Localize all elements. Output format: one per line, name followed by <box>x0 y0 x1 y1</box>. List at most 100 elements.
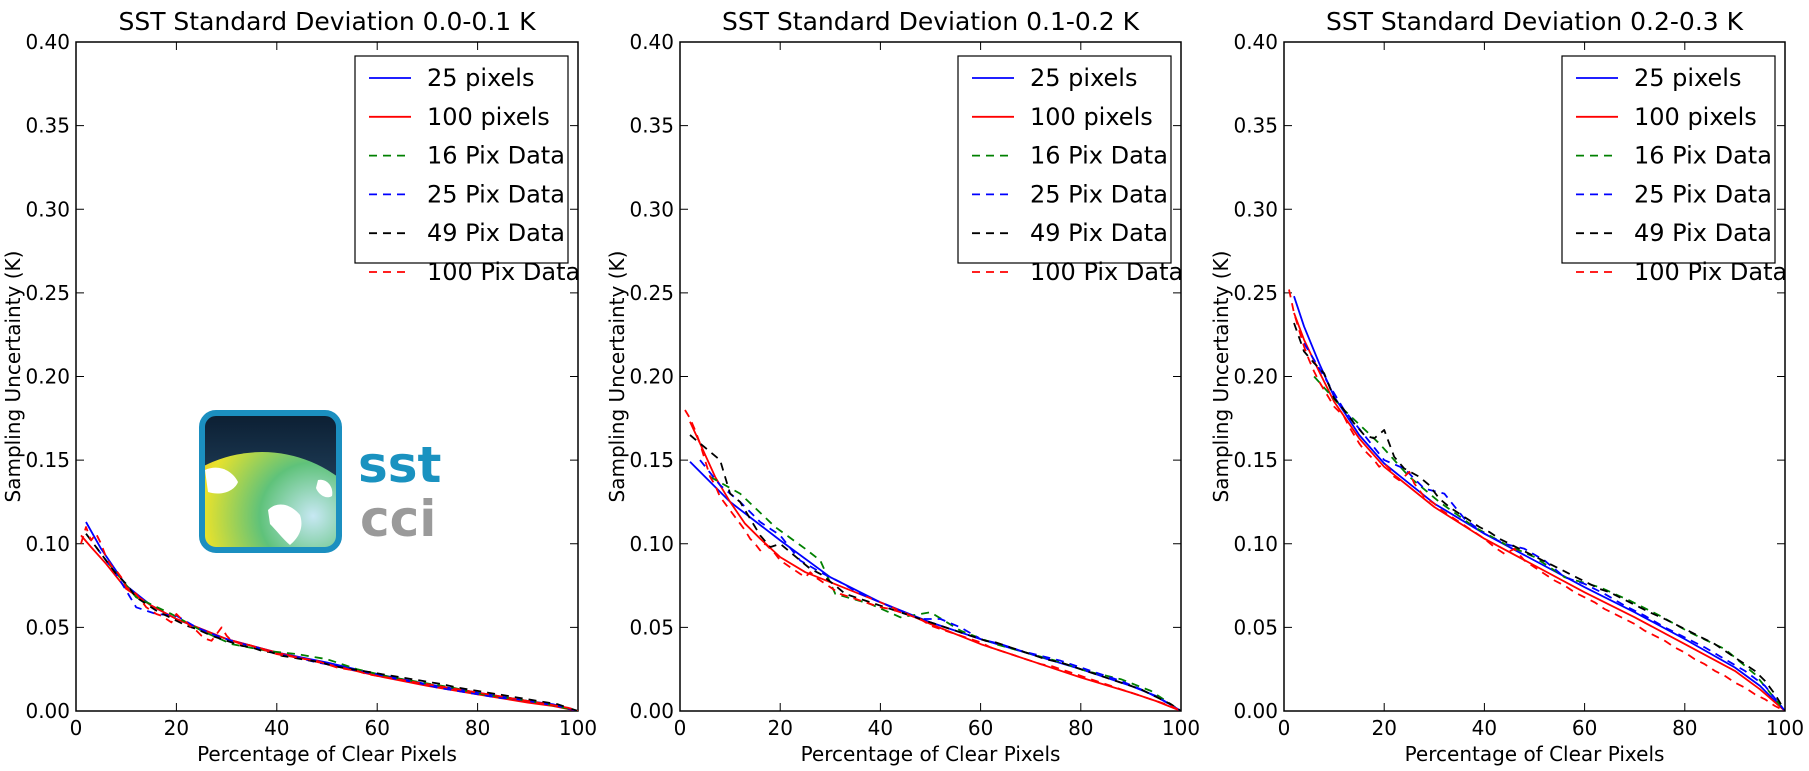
legend: 25 pixels 100 pixels 16 Pix Data 25 Pix Dat… <box>957 55 1183 286</box>
series-line-25-pix-data <box>95 546 578 711</box>
y-tick-label: 0.35 <box>1233 114 1278 138</box>
series-line-25-pixels <box>689 461 1181 711</box>
y-tick-label: 0.25 <box>1233 281 1278 305</box>
y-tick-label: 0.10 <box>629 532 674 556</box>
y-tick-label: 0.25 <box>25 281 70 305</box>
legend: 25 pixels 100 pixels 16 Pix Data 25 Pix Dat… <box>354 55 580 286</box>
legend-label: 16 Pix Data <box>427 142 565 170</box>
y-tick-label: 0.30 <box>629 197 674 221</box>
legend-label: 100 Pix Data <box>1634 258 1787 286</box>
legend-label: 25 pixels <box>427 64 534 92</box>
chart-panel-2: SST Standard Deviation 0.1-0.2 K 0 20 40 60 8… <box>605 7 1200 766</box>
legend-label: 49 Pix Data <box>1634 219 1772 247</box>
series-line-100-pixels <box>80 534 578 711</box>
legend-label: 100 pixels <box>427 103 550 131</box>
series-line-100-pixels <box>1293 312 1785 711</box>
y-axis-label: Sampling Uncertainty (K) <box>1 251 25 503</box>
logo-continent-europe <box>316 479 333 498</box>
x-tick-label: 80 <box>1672 716 1697 740</box>
chart-panel-1: SST Standard Deviation 0.0-0.1 K 0 20 40 60 8… <box>1 7 597 766</box>
y-tick-label: 0.40 <box>629 30 674 54</box>
legend-label: 25 pixels <box>1030 64 1137 92</box>
y-tick-label: 0.35 <box>629 114 674 138</box>
x-tick-label: 40 <box>868 716 893 740</box>
y-tick-label: 0.30 <box>25 197 70 221</box>
x-axis-label: Percentage of Clear Pixels <box>1405 742 1665 766</box>
y-axis-label: Sampling Uncertainty (K) <box>1209 251 1233 503</box>
x-axis-label: Percentage of Clear Pixels <box>197 742 457 766</box>
x-tick-label: 40 <box>264 716 289 740</box>
x-tick-label: 80 <box>1068 716 1093 740</box>
logo-text-sst: sst <box>358 436 441 494</box>
y-tick-label: 0.40 <box>25 30 70 54</box>
y-tick-label: 0.25 <box>629 281 674 305</box>
legend-label: 16 Pix Data <box>1634 142 1772 170</box>
series-line-25-pix-data <box>699 459 1181 711</box>
x-tick-label: 100 <box>1766 716 1804 740</box>
series-line-49-pix-data <box>689 434 1181 711</box>
y-tick-label: 0.20 <box>25 365 70 389</box>
series-line-25-pixels <box>1293 295 1785 711</box>
legend-label: 49 Pix Data <box>1030 219 1168 247</box>
y-tick-label: 0.30 <box>1233 197 1278 221</box>
legend-label: 25 pixels <box>1634 64 1741 92</box>
logo-continent-africa <box>268 504 302 545</box>
logo-text-cci: cci <box>360 490 436 548</box>
y-tick-label: 0.10 <box>1233 532 1278 556</box>
x-tick-label: 60 <box>968 716 993 740</box>
legend-label: 16 Pix Data <box>1030 142 1168 170</box>
y-tick-label: 0.00 <box>629 699 674 723</box>
series-group <box>684 409 1181 711</box>
series-group <box>80 521 578 711</box>
x-tick-label: 20 <box>164 716 189 740</box>
legend-box <box>957 55 1172 264</box>
x-tick-label: 60 <box>364 716 389 740</box>
legend-label: 49 Pix Data <box>427 219 565 247</box>
legend-label: 100 pixels <box>1634 103 1757 131</box>
logo-earth <box>204 452 337 548</box>
series-line-100-pix-data <box>1288 289 1785 711</box>
logo-frame <box>199 410 342 553</box>
legend-label: 100 Pix Data <box>427 258 580 286</box>
x-tick-label: 0 <box>674 716 687 740</box>
legend: 25 pixels 100 pixels 16 Pix Data 25 Pix Dat… <box>1561 55 1787 286</box>
chart-title: SST Standard Deviation 0.2-0.3 K <box>1326 7 1744 36</box>
chart-panel-3: SST Standard Deviation 0.2-0.3 K 0 20 40 60 8… <box>1209 7 1804 766</box>
chart-title: SST Standard Deviation 0.0-0.1 K <box>118 7 536 36</box>
logo-inner <box>204 415 337 548</box>
y-tick-label: 0.05 <box>629 615 674 639</box>
legend-label: 100 Pix Data <box>1030 258 1183 286</box>
x-tick-label: 0 <box>1278 716 1291 740</box>
legend-box <box>354 55 569 264</box>
legend-label: 25 Pix Data <box>1634 180 1772 208</box>
legend-box <box>1561 55 1776 264</box>
chart-title: SST Standard Deviation 0.1-0.2 K <box>722 7 1140 36</box>
series-line-100-pix-data <box>80 526 578 711</box>
y-tick-label: 0.40 <box>1233 30 1278 54</box>
x-tick-label: 80 <box>465 716 490 740</box>
x-tick-label: 0 <box>70 716 83 740</box>
y-tick-label: 0.15 <box>1233 448 1278 472</box>
x-axis-label: Percentage of Clear Pixels <box>801 742 1061 766</box>
y-tick-label: 0.20 <box>629 365 674 389</box>
y-tick-label: 0.15 <box>629 448 674 472</box>
x-tick-label: 100 <box>1162 716 1200 740</box>
logo-continent-america <box>205 467 238 494</box>
y-tick-label: 0.00 <box>25 699 70 723</box>
series-line-16-pix-data <box>709 476 1181 711</box>
x-tick-label: 20 <box>1371 716 1396 740</box>
x-tick-label: 20 <box>767 716 792 740</box>
y-tick-label: 0.10 <box>25 532 70 556</box>
y-tick-label: 0.15 <box>25 448 70 472</box>
series-line-100-pix-data <box>684 409 1181 711</box>
x-tick-label: 40 <box>1472 716 1497 740</box>
series-line-16-pix-data <box>105 559 578 711</box>
series-group <box>1288 289 1785 711</box>
series-line-49-pix-data <box>1293 322 1785 711</box>
series-line-49-pix-data <box>85 533 578 711</box>
y-tick-label: 0.05 <box>1233 615 1278 639</box>
y-tick-label: 0.05 <box>25 615 70 639</box>
y-tick-label: 0.35 <box>25 114 70 138</box>
legend-label: 100 pixels <box>1030 103 1153 131</box>
